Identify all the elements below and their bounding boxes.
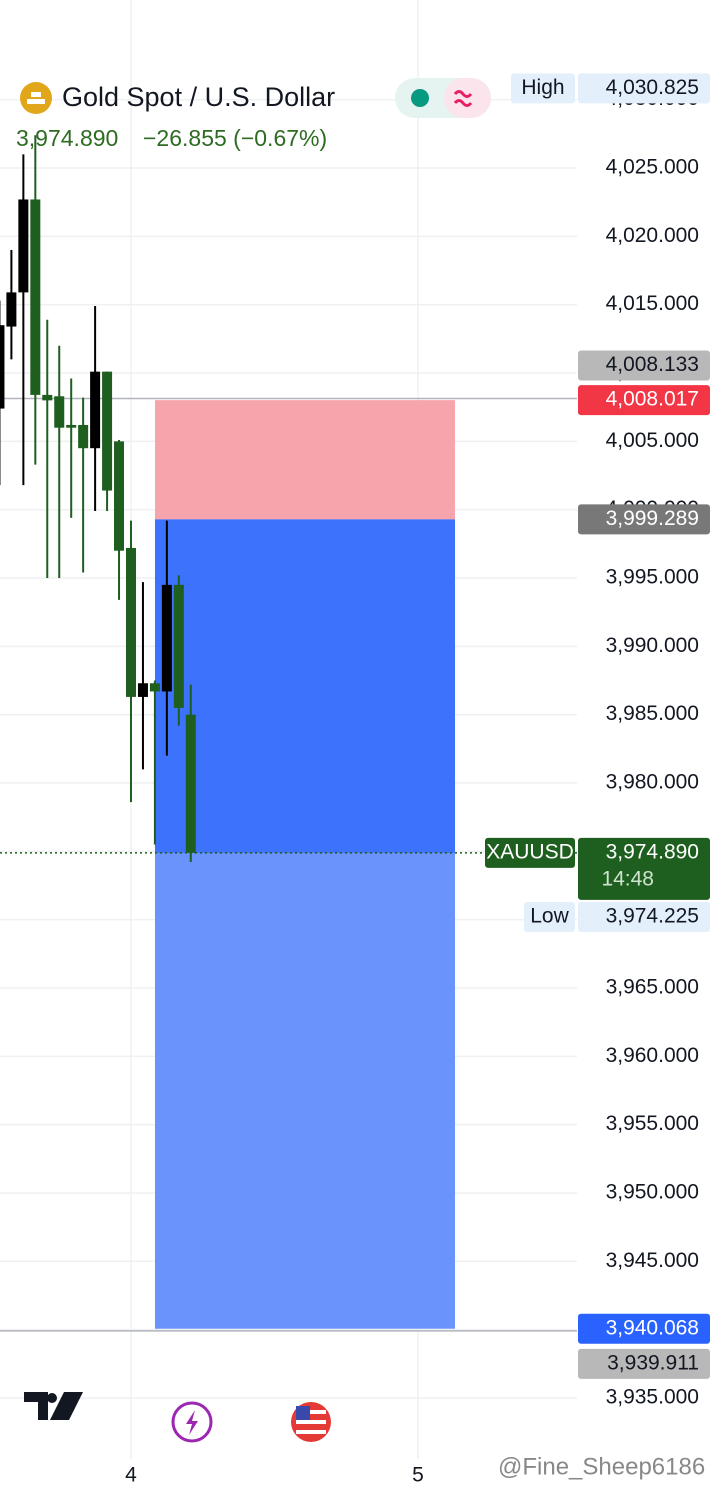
flag-stripe <box>296 1410 326 1414</box>
delay-icon <box>453 90 473 107</box>
y-tick-label: 3,995.000 <box>606 566 699 589</box>
price-label-box <box>578 385 710 416</box>
price-label: 3,940.068 <box>606 1316 699 1339</box>
symbol-icon-bar <box>27 99 45 104</box>
y-tick-label: 3,990.000 <box>606 634 699 657</box>
candle-body <box>137 683 148 697</box>
candle-body <box>149 683 160 692</box>
candle-body <box>173 584 184 708</box>
candle-body <box>30 199 41 395</box>
candle-body <box>66 424 77 428</box>
price-change: −26.855 (−0.67%) <box>143 125 327 151</box>
candle-body <box>6 292 17 327</box>
y-tick-label: 3,980.000 <box>606 771 699 794</box>
price-label-countdown: 14:48 <box>601 867 654 890</box>
price-label: 3,974.890 <box>606 840 699 863</box>
lightning-button[interactable] <box>171 1401 213 1443</box>
tv-logo[interactable] <box>24 1392 83 1420</box>
candle-body <box>185 714 196 853</box>
price-label-box <box>578 73 710 104</box>
market-open-dot <box>411 89 429 107</box>
candle-body <box>125 547 136 697</box>
price-tag: High <box>521 76 564 99</box>
tv-logo <box>47 1393 57 1403</box>
y-tick-label: 3,935.000 <box>606 1386 699 1409</box>
y-tick-label: 4,005.000 <box>606 429 699 452</box>
y-tick-label: 4,025.000 <box>606 156 699 179</box>
status-pill[interactable] <box>444 78 491 118</box>
price-label: 4,008.017 <box>606 388 699 411</box>
candle-body <box>161 584 172 692</box>
price-tag-box <box>511 73 575 104</box>
flag-stripe <box>296 1420 326 1424</box>
price-label-box <box>578 1313 710 1344</box>
candle-body <box>0 325 5 409</box>
price-tag: XAUUSD <box>486 840 574 863</box>
candle-body <box>18 199 29 293</box>
price-tag: Low <box>530 904 569 927</box>
y-tick-label: 4,020.000 <box>606 224 699 247</box>
last-price: 3,974.890 <box>16 125 118 151</box>
price-label: 3,974.225 <box>606 904 699 927</box>
price-label-box <box>578 837 710 900</box>
x-tick-label: 4 <box>125 1464 137 1487</box>
candle-body <box>90 371 101 449</box>
price-tag-box <box>524 901 575 932</box>
watermark: @Fine_Sheep6186 <box>498 1453 705 1480</box>
price-label: 3,939.911 <box>607 1351 699 1374</box>
stop-zone <box>154 400 455 520</box>
price-label: 4,030.825 <box>606 76 699 99</box>
candle-body <box>54 396 65 428</box>
plot: 3,935.0003,940.0003,945.0003,950.0003,95… <box>0 0 699 1487</box>
price-label: 4,008.133 <box>606 353 699 376</box>
symbol-icon-bar <box>31 92 41 97</box>
price-label-box <box>578 901 710 932</box>
price-label-box <box>578 350 710 381</box>
overlay: Gold Spot / U.S. Dollar 3,974.890 −26.85… <box>16 73 710 1480</box>
candle-body <box>42 394 53 401</box>
symbol-icon <box>20 82 52 114</box>
candle-body <box>114 441 125 551</box>
candle-body <box>102 371 113 491</box>
y-tick-label: 3,955.000 <box>606 1112 699 1135</box>
flag-canton <box>296 1406 310 1420</box>
price-label: 3,999.289 <box>606 507 699 530</box>
flag-stripe <box>296 1430 326 1434</box>
lightning-icon <box>186 1410 198 1435</box>
price-label-box <box>578 504 710 535</box>
price-tag-box <box>485 837 575 868</box>
y-tick-label: 3,950.000 <box>606 1181 699 1204</box>
x-tick-label: 5 <box>412 1464 424 1487</box>
y-tick-label: 3,985.000 <box>606 702 699 725</box>
y-tick-label: 3,965.000 <box>606 976 699 999</box>
y-tick-label: 3,960.000 <box>606 1044 699 1067</box>
candle-body <box>78 424 89 449</box>
open-pnl-zone <box>154 519 455 853</box>
price-label-box <box>578 1348 710 1379</box>
y-tick-label: 3,945.000 <box>606 1249 699 1272</box>
symbol-title: Gold Spot / U.S. Dollar <box>62 82 335 112</box>
y-tick-label: 4,015.000 <box>606 292 699 315</box>
